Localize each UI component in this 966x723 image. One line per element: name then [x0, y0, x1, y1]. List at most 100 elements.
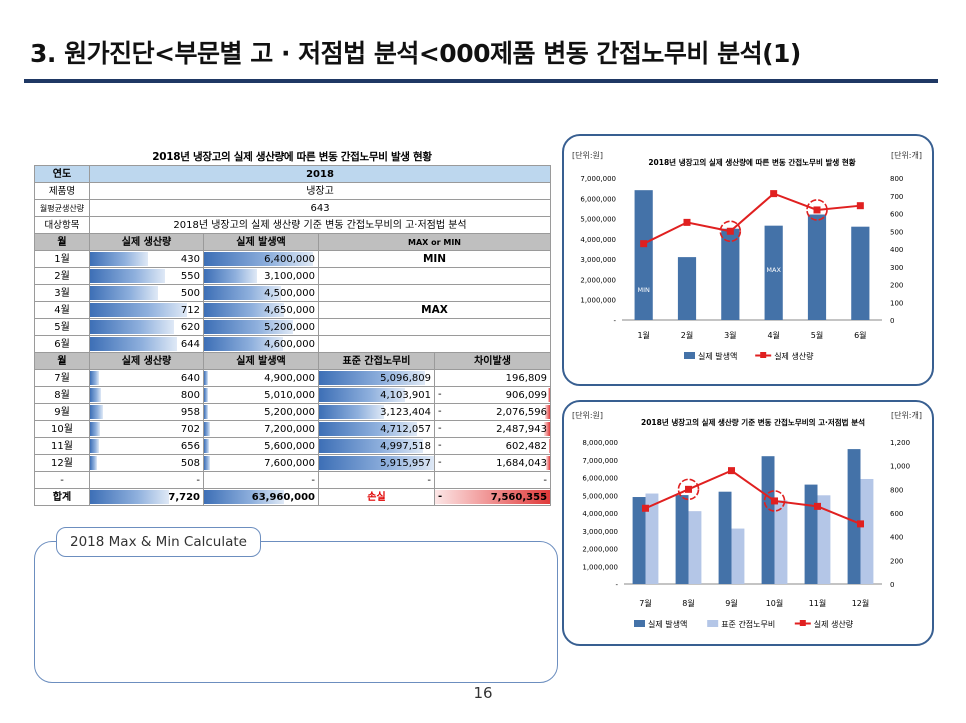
table-row: 6월 644 4,600,000 — [34, 335, 552, 353]
cost-cell: 4,650,000 — [203, 301, 319, 319]
legend-swatch — [684, 352, 695, 359]
bar-실제 발생액 — [634, 190, 653, 320]
bar-label: MAX — [766, 266, 781, 274]
max-min-cell — [317, 335, 552, 353]
value-bar — [204, 388, 209, 402]
cell-value: 1,684,043 — [496, 457, 548, 469]
max-min-cell: MIN — [317, 250, 552, 268]
y-tick-label: 7,000,000 — [582, 457, 618, 465]
legend-label: 실제 발생액 — [698, 351, 737, 361]
table-row: 2월 550 3,100,000 — [34, 267, 552, 285]
month-cell: 8월 — [34, 386, 90, 404]
cell-value: 656 — [180, 440, 200, 452]
cell-value: 5,096,809 — [380, 372, 431, 384]
y2-tick-label: 200 — [890, 282, 903, 290]
y2-tick-label: 300 — [890, 264, 903, 272]
cell-value: 550 — [180, 270, 200, 282]
value-bar — [319, 422, 418, 436]
header-qty: 실제 생산량 — [89, 233, 204, 251]
value-bar — [319, 456, 434, 470]
cell-value: 5,010,000 — [264, 389, 315, 401]
cell-value: 640 — [180, 372, 200, 384]
diff-bar — [435, 490, 550, 504]
chart-2: [단위:원] [단위:개] 2018년 냉장고의 실제 생산량 기준 변동 간접노무… — [572, 410, 922, 629]
cell-value: 7,560,355 — [490, 491, 548, 503]
y2-tick-label: 600 — [890, 211, 903, 219]
diff-cell: - 906,099 — [433, 386, 552, 404]
cell-value: 4,712,057 — [380, 423, 431, 435]
value-bar — [204, 490, 284, 504]
table-row: 7월 640 4,900,000 5,096,809 196,809 — [34, 369, 552, 387]
product-label: 제품명 — [34, 182, 90, 200]
diff-bar — [544, 422, 550, 436]
value-bar — [204, 303, 284, 317]
product-value: 냉장고 — [88, 182, 552, 200]
y-tick-label: 6,000,000 — [582, 475, 618, 483]
table-row-total: 합계 7,720 63,960,000 손실 - 7,560,355 — [34, 488, 552, 506]
bar-표준 간접노무비 — [731, 528, 745, 584]
bar-실제 발생액 — [677, 257, 697, 320]
line-point — [640, 240, 648, 248]
x-tick-label: 5월 — [811, 330, 823, 340]
target-value: 2018년 냉장고의 실제 생산량 기준 변동 간접노무비의 고·저점법 분석 — [88, 216, 552, 234]
cell-value: 6,400,000 — [264, 253, 315, 265]
std-cell: 4,997,518 — [318, 437, 435, 455]
diff-cell: - 1,684,043 — [433, 454, 552, 472]
value-bar — [204, 439, 209, 453]
cost-cell: - — [203, 471, 319, 489]
table-row: 10월 702 7,200,000 4,712,057- 2,487,943 — [34, 420, 552, 438]
month-cell: 11월 — [34, 437, 90, 455]
table-row-year: 연도 2018 — [34, 165, 552, 183]
legend-swatch — [634, 620, 645, 627]
left-unit-label: [단위:원] — [572, 150, 603, 160]
x-tick-label: 9월 — [725, 598, 737, 608]
bar-표준 간접노무비 — [645, 493, 659, 584]
value-bar — [90, 388, 101, 402]
cell-value: 5,915,957 — [380, 457, 431, 469]
right-unit-label: [단위:개] — [891, 150, 922, 160]
y-tick-label: 6,000,000 — [580, 195, 616, 203]
x-tick-label: 3월 — [724, 330, 736, 340]
value-bar — [204, 337, 283, 351]
cell-value: 5,200,000 — [264, 406, 315, 418]
y2-tick-label: 400 — [890, 246, 903, 254]
cell-value: 958 — [180, 406, 200, 418]
value-bar — [90, 371, 99, 385]
cell-value: 4,900,000 — [264, 372, 315, 384]
x-tick-label: 12월 — [852, 598, 870, 608]
line-point — [814, 502, 821, 510]
cost-cell: 5,200,000 — [203, 403, 319, 421]
bar-실제 발생액 — [632, 497, 646, 584]
bar-실제 발생액 — [807, 214, 827, 320]
y-tick-label: 2,000,000 — [582, 546, 618, 554]
table-header-1: 월 실제 생산량 실제 발생액 MAX or MIN — [34, 233, 552, 251]
cell-value: 4,600,000 — [264, 338, 315, 350]
x-tick-label: 8월 — [682, 598, 694, 608]
line-point — [770, 190, 778, 198]
x-tick-label: 4월 — [767, 330, 779, 340]
y2-tick-label: 700 — [890, 193, 903, 201]
highlight-circle — [677, 478, 700, 501]
cell-value: 5,200,000 — [264, 321, 315, 333]
left-unit-label: [단위:원] — [572, 410, 603, 420]
total-qty: 7,720 — [89, 488, 204, 506]
series-line — [643, 192, 861, 245]
qty-cell: 644 — [89, 335, 204, 353]
table-row: 1월 430 6,400,000 MIN — [34, 250, 552, 268]
cell-value: 7,200,000 — [264, 423, 315, 435]
cell-value: 4,103,901 — [380, 389, 431, 401]
cost-cell: 5,010,000 — [203, 386, 319, 404]
cost-cell: 5,600,000 — [203, 437, 319, 455]
value-bar — [319, 388, 405, 402]
diff-bar — [546, 456, 550, 470]
table-row: 5월 620 5,200,000 — [34, 318, 552, 336]
header-qty: 실제 생산량 — [89, 352, 204, 370]
qty-cell: 958 — [89, 403, 204, 421]
cell-value: 3,100,000 — [264, 270, 315, 282]
cell-value: 5,600,000 — [264, 440, 315, 452]
cell-value: 906,099 — [505, 389, 548, 401]
table-row: 9월 958 5,200,000 3,123,404- 2,076,596 — [34, 403, 552, 421]
value-bar — [90, 303, 187, 317]
max-min-cell — [317, 284, 552, 302]
